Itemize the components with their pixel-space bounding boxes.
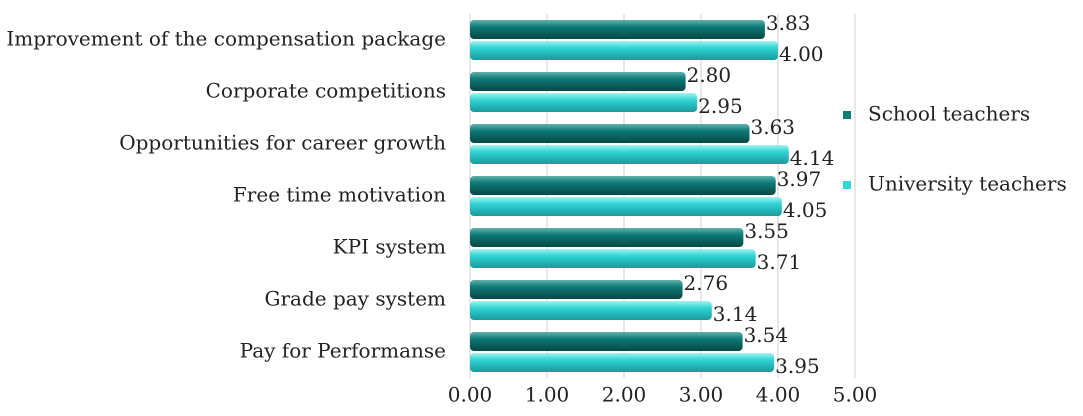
value-label: 2.76 <box>684 271 729 295</box>
value-label: 4.00 <box>779 42 824 66</box>
legend-label: University teachers <box>868 172 1067 196</box>
value-label: 3.54 <box>744 323 789 347</box>
value-label: 4.05 <box>783 198 828 222</box>
bar <box>470 72 686 91</box>
value-label: 3.97 <box>777 167 822 191</box>
bar <box>470 228 744 247</box>
bar <box>470 249 756 268</box>
bar <box>470 176 776 195</box>
y-tick-label: Opportunities for career growth <box>119 131 446 155</box>
y-tick-label: Grade pay system <box>264 287 446 311</box>
legend-marker <box>843 111 851 119</box>
value-label: 3.55 <box>744 219 789 243</box>
x-tick-label: 5.00 <box>833 383 878 407</box>
x-tick-label: 0.00 <box>448 383 493 407</box>
bar <box>470 197 782 216</box>
bar <box>470 280 683 299</box>
x-tick-label: 2.00 <box>602 383 647 407</box>
x-tick-label: 3.00 <box>679 383 724 407</box>
value-label: 2.80 <box>687 63 732 87</box>
value-label: 3.83 <box>766 11 811 35</box>
bar <box>470 145 789 164</box>
value-label: 3.71 <box>757 250 802 274</box>
y-tick-label: KPI system <box>333 235 446 259</box>
value-label: 3.14 <box>713 302 758 326</box>
value-label: 4.14 <box>790 146 835 170</box>
bar <box>470 332 743 351</box>
value-label: 3.63 <box>751 115 796 139</box>
x-tick-label: 1.00 <box>525 383 570 407</box>
x-tick-label: 4.00 <box>756 383 801 407</box>
bar <box>470 301 712 320</box>
value-label: 3.95 <box>775 354 820 378</box>
legend-label: School teachers <box>868 102 1030 126</box>
bar <box>470 93 698 112</box>
bar <box>470 353 775 372</box>
bar <box>470 124 750 143</box>
bar <box>470 20 765 39</box>
y-tick-label: Corporate competitions <box>206 79 446 103</box>
y-tick-label: Pay for Performanse <box>240 339 446 363</box>
bar <box>470 41 778 60</box>
y-tick-label: Free time motivation <box>233 183 446 207</box>
y-tick-label: Improvement of the compensation package <box>6 27 446 51</box>
value-label: 2.95 <box>698 94 743 118</box>
legend-marker <box>843 181 851 189</box>
